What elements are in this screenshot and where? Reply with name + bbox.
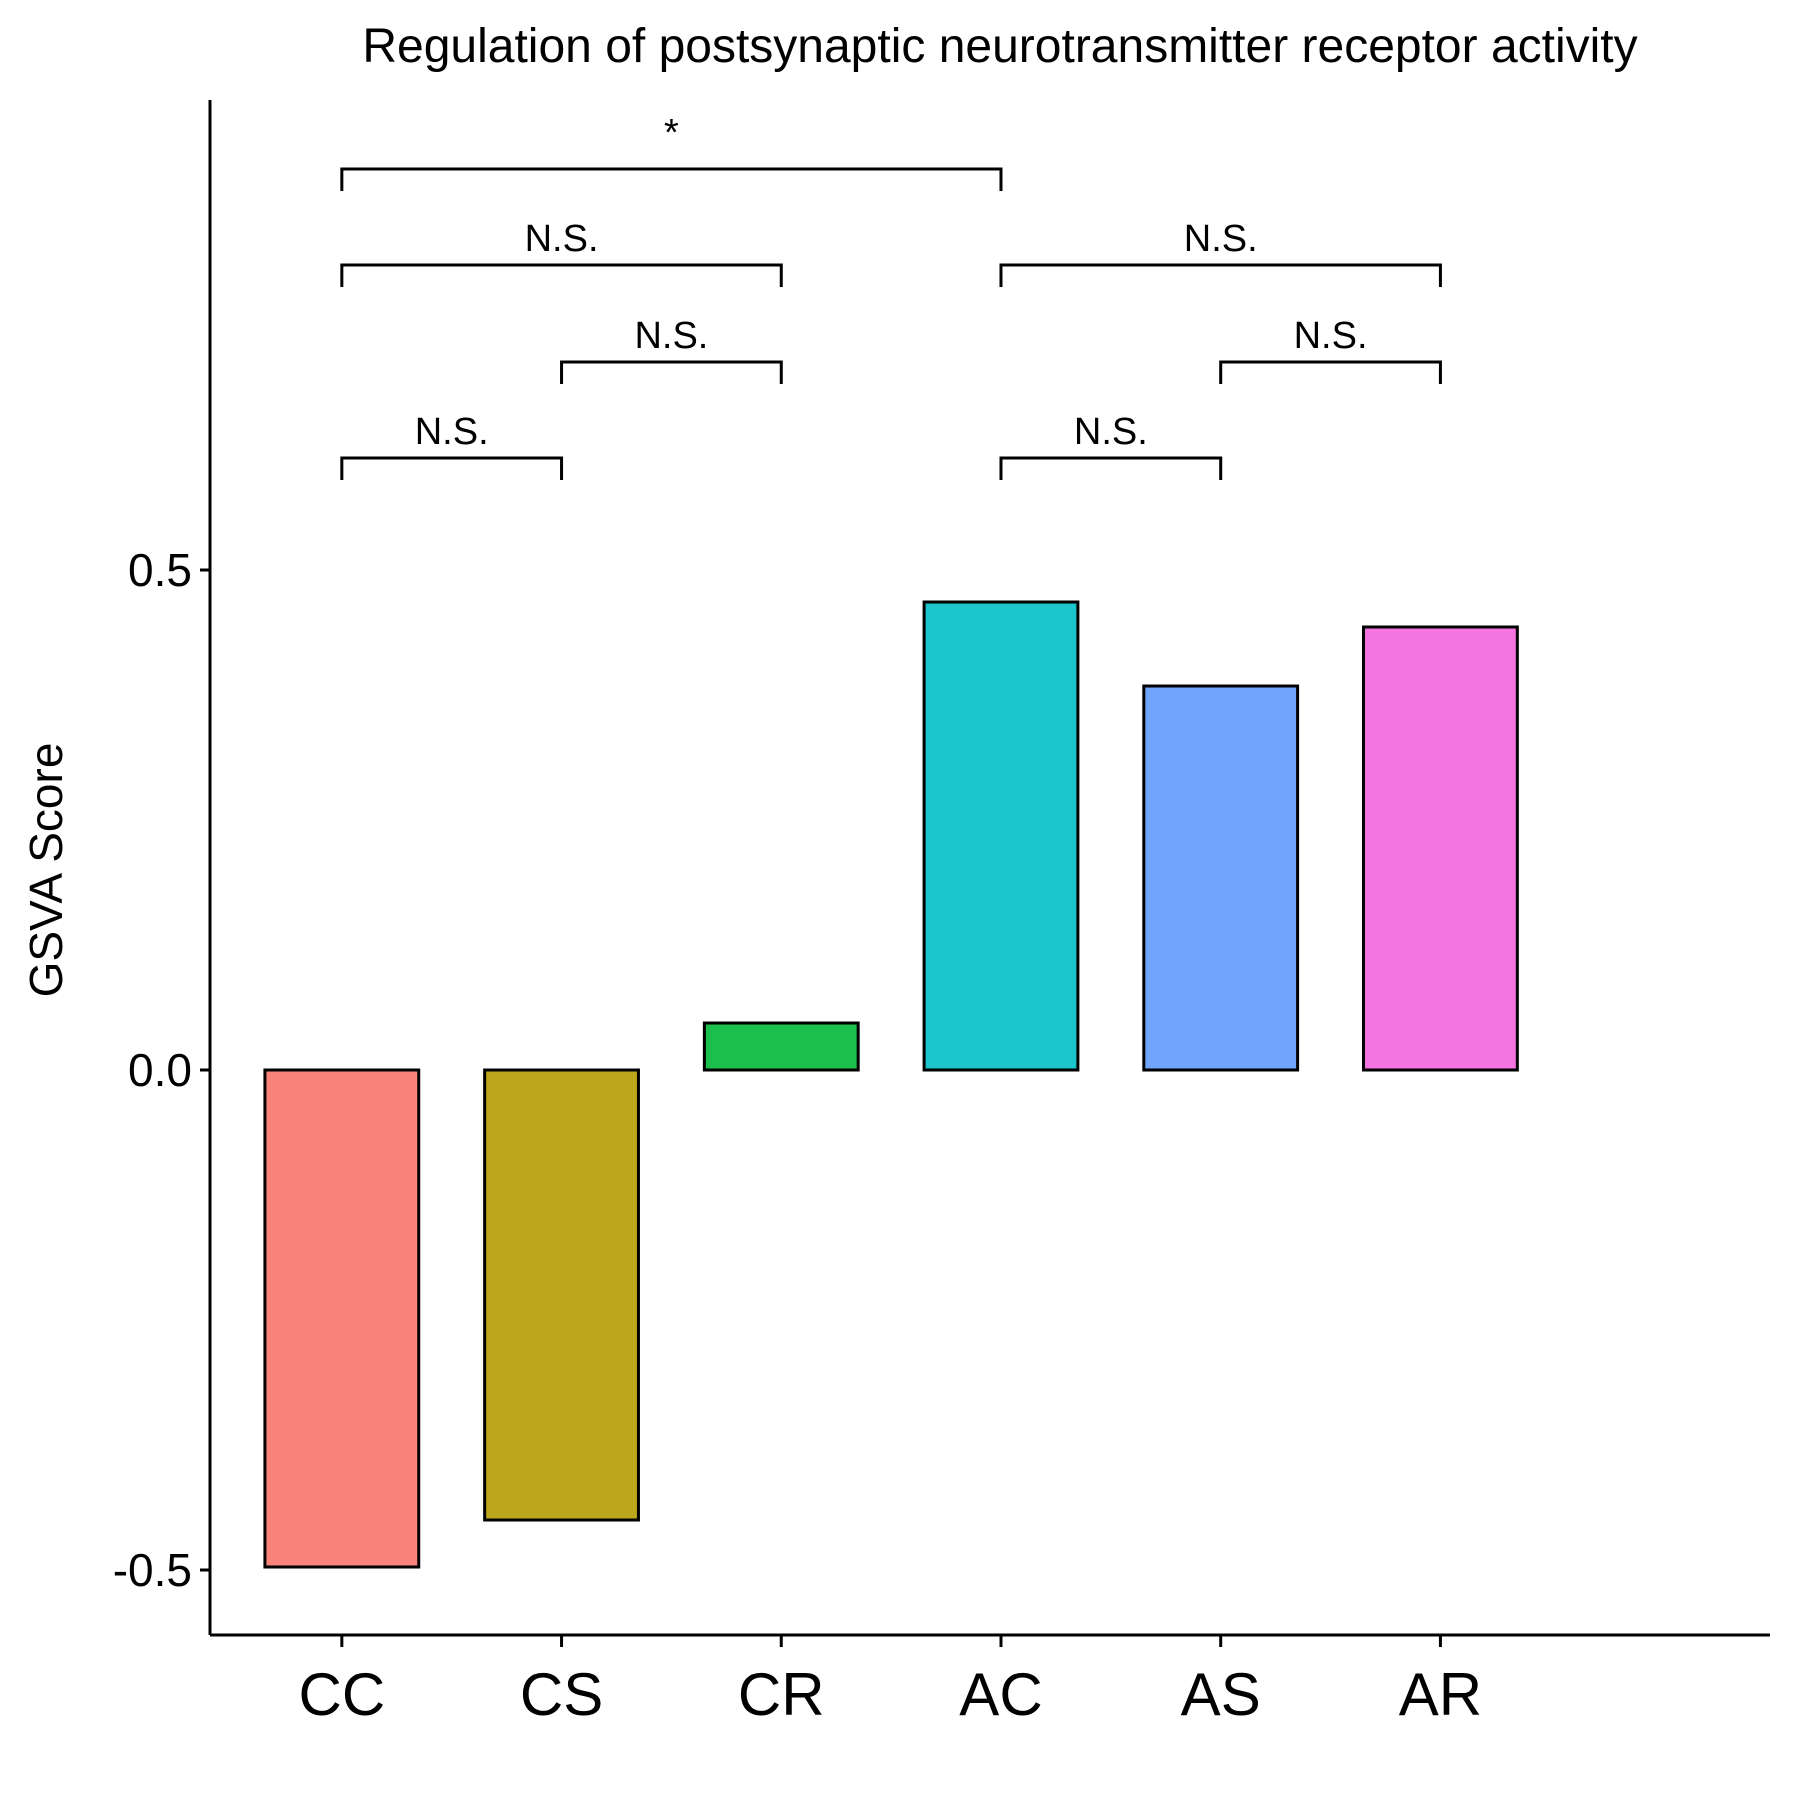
x-tick-label-ar: AR — [1399, 1661, 1482, 1728]
bar-as — [1142, 684, 1300, 1072]
y-ticks-group: -0.5 0.0 0.5 — [113, 544, 210, 1596]
significance-bracket — [999, 263, 1442, 287]
significance-bracket — [340, 167, 1003, 191]
significance-label: * — [664, 112, 679, 154]
significance-label: N.S. — [1074, 411, 1148, 453]
y-tick-label: 0.0 — [128, 1044, 192, 1096]
significance-bracket — [340, 263, 783, 287]
bar-cc — [263, 1068, 421, 1569]
significance-label: N.S. — [415, 411, 489, 453]
significance-label: N.S. — [1184, 218, 1258, 260]
bars-group — [263, 600, 1519, 1569]
y-tick-label: -0.5 — [113, 1544, 192, 1596]
significance-label: N.S. — [525, 218, 599, 260]
significance-label: N.S. — [634, 315, 708, 357]
bar-ac — [922, 600, 1080, 1072]
chart-title: Regulation of postsynaptic neurotransmit… — [362, 20, 1637, 73]
significance-bracket — [999, 456, 1223, 480]
significance-bracket — [560, 360, 783, 384]
y-axis-label: GSVA Score — [20, 743, 72, 998]
bar-cs — [483, 1068, 640, 1522]
x-tick-label-cs: CS — [520, 1661, 603, 1728]
y-tick-label: 0.5 — [128, 544, 192, 596]
significance-label: N.S. — [1294, 315, 1368, 357]
x-tick-label-cc: CC — [298, 1661, 385, 1728]
bar-cr — [702, 1021, 860, 1072]
significance-bracket — [1219, 360, 1442, 384]
bar-ar — [1362, 625, 1519, 1072]
x-tick-label-as: AS — [1181, 1661, 1261, 1728]
x-tick-label-ac: AC — [959, 1661, 1042, 1728]
significance-bracket — [340, 456, 564, 480]
x-ticks-group: CC CS CR AC AS AR — [298, 1635, 1482, 1728]
x-tick-label-cr: CR — [738, 1661, 825, 1728]
significance-brackets-group: N.S. N.S. N.S. N.S. N.S. N.S. * — [340, 112, 1442, 480]
